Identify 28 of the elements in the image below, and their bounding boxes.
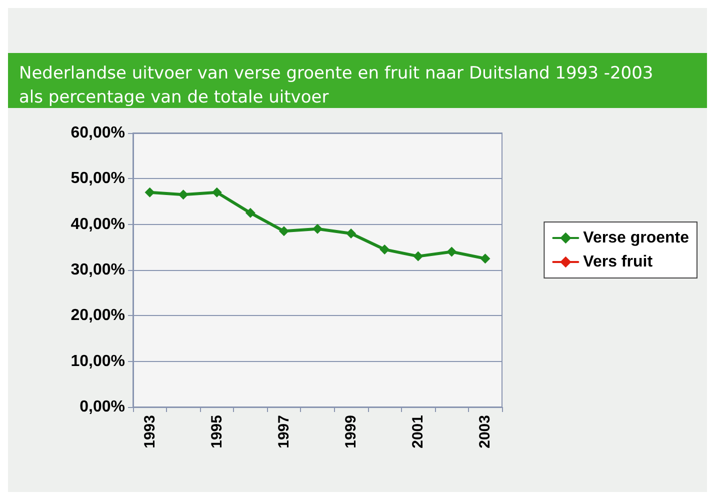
point [413, 251, 424, 262]
x-tick-label: 1995 [208, 415, 226, 448]
point [480, 254, 490, 264]
y-tick-label: 10,00% [70, 352, 125, 370]
x-tick-label: 1999 [342, 415, 360, 448]
point [178, 190, 188, 200]
point [312, 224, 322, 234]
point [346, 228, 356, 238]
y-tick-label: 60,00% [70, 124, 125, 142]
y-tick-label: 0,00% [80, 398, 125, 416]
x-tick-label: 2001 [410, 415, 427, 448]
x-tick-label: 1997 [275, 415, 292, 448]
point [212, 187, 222, 198]
chart-title: Nederlandse uitvoer van verse groente en fruit naar Duitsland 1993 -2003 [19, 64, 654, 84]
point [245, 208, 256, 218]
x-tick-label: 1993 [141, 415, 158, 448]
legend-label: Vers fruit [583, 254, 654, 270]
point [380, 244, 390, 254]
point [144, 187, 155, 198]
point [446, 246, 457, 257]
x-tick-label: 2003 [476, 415, 494, 448]
y-tick-label: 20,00% [70, 307, 125, 324]
y-tick-label: 30,00% [70, 262, 125, 278]
y-tick-label: 40,00% [70, 216, 125, 233]
legend-label: Verse groente [583, 230, 690, 246]
chart-subtitle: als percentage van de totale uitvoer [19, 88, 329, 108]
y-tick-label: 50,00% [70, 170, 125, 188]
point [278, 226, 289, 236]
